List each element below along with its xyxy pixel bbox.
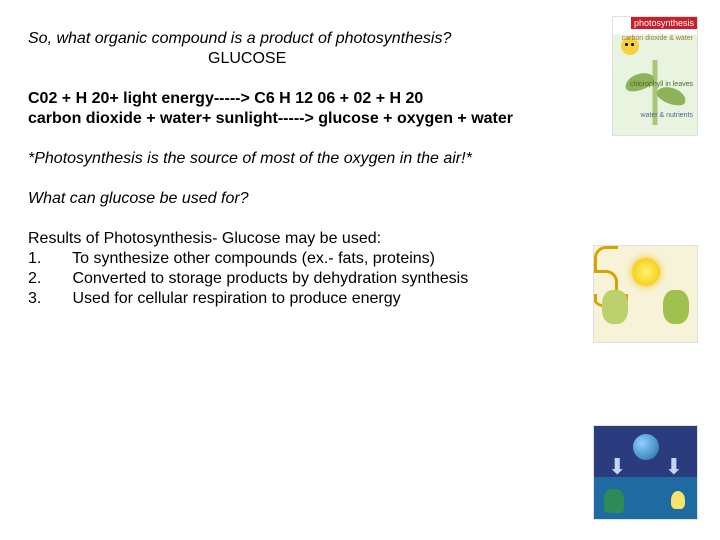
result-item-2-num: 2.: [28, 270, 68, 288]
bulb-icon: [671, 491, 685, 509]
question-1: So, what organic compound is a product o…: [28, 30, 588, 48]
photosynthesis-cycle-image: [593, 245, 698, 343]
result-item-3: 3. Used for cellular respiration to prod…: [28, 290, 588, 308]
result-item-3-num: 3.: [28, 290, 68, 308]
cycle-left-icon: [602, 290, 628, 324]
plant-icon: [604, 489, 624, 513]
result-item-1: 1. To synthesize other compounds (ex.- f…: [28, 250, 588, 268]
label-water-nutrients: water & nutrients: [640, 112, 693, 119]
result-item-2-text: Converted to storage products by dehydra…: [72, 270, 468, 287]
cycle-right-icon: [663, 290, 689, 324]
result-item-2: 2. Converted to storage products by dehy…: [28, 270, 588, 288]
photosynthesis-banner: photosynthesis: [631, 17, 697, 29]
answer-glucose: GLUCOSE: [208, 50, 588, 68]
photosynthesis-leaf-image: photosynthesis carbon dioxide & water ch…: [612, 16, 698, 136]
oxygen-note: *Photosynthesis is the source of most of…: [28, 150, 588, 168]
slide: So, what organic compound is a product o…: [0, 0, 720, 540]
label-chlorophyll: chlorophyll in leaves: [630, 81, 693, 88]
arrow-down-icon: ⬇: [665, 454, 683, 480]
arrow-down-icon: ⬇: [608, 454, 626, 480]
result-item-1-num: 1.: [28, 250, 68, 268]
label-carbon-dioxide-water: carbon dioxide & water: [622, 35, 693, 42]
equation-chemical: C02 + H 20+ light energy-----> C6 H 12 0…: [28, 90, 588, 108]
energy-flow-image: ⬇ ⬇: [593, 425, 698, 520]
equation-words: carbon dioxide + water+ sunlight-----> g…: [28, 110, 588, 128]
cycle-arrow-icon: [594, 246, 618, 270]
result-item-3-text: Used for cellular respiration to produce…: [72, 290, 400, 307]
question-2: What can glucose be used for?: [28, 190, 588, 208]
text-column: So, what organic compound is a product o…: [28, 30, 588, 308]
results-heading: Results of Photosynthesis- Glucose may b…: [28, 230, 588, 248]
result-item-1-text: To synthesize other compounds (ex.- fats…: [72, 250, 435, 267]
sun-icon: [632, 258, 660, 286]
globe-icon: [633, 434, 659, 460]
